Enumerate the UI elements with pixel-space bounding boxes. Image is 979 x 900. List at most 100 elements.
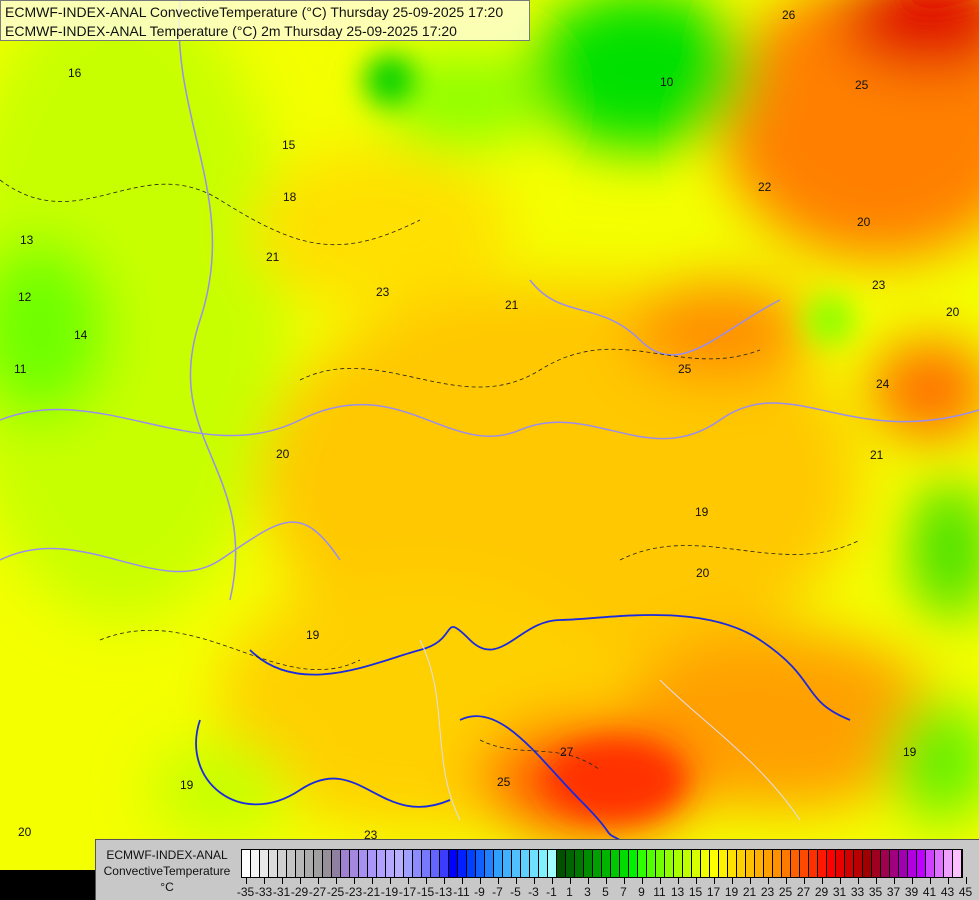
contour-label: 25 <box>497 775 511 789</box>
tick-label: -33 <box>254 885 273 899</box>
legend-unit: °C <box>160 880 174 894</box>
contour-label: 20 <box>946 305 960 319</box>
tick-label: 33 <box>850 885 865 899</box>
tick-mark <box>857 877 859 884</box>
tick-mark <box>911 877 913 884</box>
color-box <box>359 850 368 877</box>
title-line-convective: ECMWF-INDEX-ANAL ConvectiveTemperature (… <box>5 4 504 20</box>
tick-mark <box>335 877 337 884</box>
contour-label: 19 <box>903 745 917 759</box>
color-box <box>728 850 737 877</box>
tick-mark <box>875 877 877 884</box>
legend-parameter: ConvectiveTemperature <box>103 864 231 878</box>
tick-label: 3 <box>584 885 591 899</box>
tick-mark <box>515 877 517 884</box>
color-box <box>458 850 467 877</box>
tick-label: -19 <box>380 885 399 899</box>
color-box <box>908 850 917 877</box>
color-legend: ECMWF-INDEX-ANAL ConvectiveTemperature °… <box>95 839 979 900</box>
tick-label: -11 <box>453 885 470 899</box>
tick-mark <box>281 877 283 884</box>
color-box <box>530 850 539 877</box>
color-box <box>701 850 710 877</box>
color-box <box>854 850 863 877</box>
color-box <box>944 850 953 877</box>
tick-label: 21 <box>742 885 757 899</box>
color-box <box>881 850 890 877</box>
color-box <box>260 850 269 877</box>
contour-label: 10 <box>660 75 674 89</box>
color-box <box>584 850 593 877</box>
color-box <box>251 850 260 877</box>
tick-label: -29 <box>290 885 309 899</box>
color-box <box>575 850 584 877</box>
contour-label: 19 <box>180 778 194 792</box>
color-box <box>332 850 341 877</box>
color-box <box>521 850 530 877</box>
tick-label: 7 <box>620 885 627 899</box>
contour-label: 26 <box>782 8 796 22</box>
color-box <box>647 850 656 877</box>
tick-label: 39 <box>904 885 919 899</box>
color-box <box>665 850 674 877</box>
color-box <box>323 850 332 877</box>
tick-label: -21 <box>362 885 381 899</box>
tick-label: 11 <box>653 885 666 899</box>
color-box <box>431 850 440 877</box>
color-box <box>242 850 251 877</box>
color-box <box>782 850 791 877</box>
contour-label: 25 <box>855 78 869 92</box>
tick-label: 13 <box>670 885 685 899</box>
color-box <box>593 850 602 877</box>
color-box <box>476 850 485 877</box>
color-box <box>620 850 629 877</box>
tick-mark <box>839 877 841 884</box>
tick-label: 41 <box>922 885 937 899</box>
tick-label: 29 <box>814 885 829 899</box>
color-box <box>935 850 944 877</box>
tick-mark <box>479 877 481 884</box>
color-box <box>557 850 566 877</box>
color-box <box>926 850 935 877</box>
color-box <box>899 850 908 877</box>
tick-label: 17 <box>706 885 721 899</box>
color-box <box>503 850 512 877</box>
tick-mark <box>317 877 319 884</box>
tick-label: -9 <box>474 885 485 899</box>
color-box <box>512 850 521 877</box>
color-box <box>863 850 872 877</box>
tick-mark <box>569 877 571 884</box>
tick-label: 37 <box>886 885 901 899</box>
tick-label: 19 <box>724 885 739 899</box>
contour-label: 21 <box>266 250 280 264</box>
tick-mark <box>299 877 301 884</box>
color-box <box>269 850 278 877</box>
tick-mark <box>785 877 787 884</box>
color-box <box>755 850 764 877</box>
color-box <box>296 850 305 877</box>
tick-mark <box>767 877 769 884</box>
tick-label: -15 <box>416 885 435 899</box>
map-edge-mask <box>0 870 95 900</box>
color-box <box>305 850 314 877</box>
tick-label: 25 <box>778 885 793 899</box>
tick-label: 9 <box>638 885 645 899</box>
contour-label: 13 <box>20 233 34 247</box>
tick-label: 1 <box>566 885 573 899</box>
tick-label: -7 <box>492 885 503 899</box>
contour-label: 25 <box>678 362 692 376</box>
color-box <box>827 850 836 877</box>
tick-mark <box>407 877 409 884</box>
contour-label: 11 <box>14 362 27 376</box>
color-box <box>314 850 323 877</box>
color-box <box>485 850 494 877</box>
tick-label: -3 <box>528 885 539 899</box>
tick-mark <box>659 877 661 884</box>
tick-label: 35 <box>868 885 883 899</box>
contour-label: 19 <box>695 505 709 519</box>
color-box <box>836 850 845 877</box>
contour-label: 24 <box>876 377 890 391</box>
color-box <box>692 850 701 877</box>
tick-mark <box>713 877 715 884</box>
